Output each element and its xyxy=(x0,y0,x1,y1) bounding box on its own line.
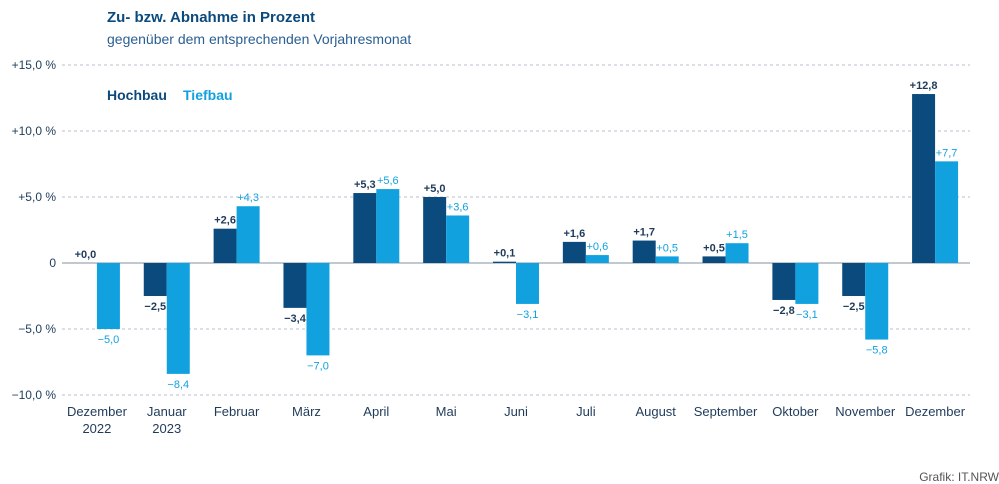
data-label-hochbau: +0,0 xyxy=(75,249,97,261)
x-tick-label: Februar xyxy=(214,404,260,419)
bar-hochbau xyxy=(562,241,586,263)
y-tick-label: +10,0 % xyxy=(12,124,57,138)
bar-hochbau xyxy=(702,256,726,263)
bar-tiefbau xyxy=(725,243,749,263)
data-label-hochbau: −2,5 xyxy=(144,301,166,313)
data-label-hochbau: +2,6 xyxy=(214,215,236,227)
data-label-tiefbau: −5,0 xyxy=(98,334,120,346)
bar-hochbau xyxy=(772,263,796,300)
x-tick-label: 2022 xyxy=(82,421,111,436)
data-label-tiefbau: −3,1 xyxy=(796,309,818,321)
data-label-tiefbau: +3,6 xyxy=(447,201,469,213)
data-label-tiefbau: +0,6 xyxy=(586,241,608,253)
bar-hochbau xyxy=(213,228,237,263)
data-label-hochbau: +5,0 xyxy=(424,183,446,195)
bar-tiefbau xyxy=(516,263,539,304)
data-label-tiefbau: −7,0 xyxy=(307,360,329,372)
bar-tiefbau xyxy=(795,263,819,304)
x-tick-label: Januar xyxy=(147,404,187,419)
data-label-tiefbau: +7,7 xyxy=(936,147,958,159)
bar-hochbau xyxy=(283,263,307,308)
x-tick-label: Juni xyxy=(504,404,528,419)
y-tick-label: −5,0 % xyxy=(18,322,56,336)
data-label-hochbau: +0,5 xyxy=(703,242,725,254)
data-label-tiefbau: +0,5 xyxy=(656,242,678,254)
data-label-hochbau: +0,1 xyxy=(494,248,516,260)
x-tick-label: April xyxy=(363,404,389,419)
bar-hochbau xyxy=(143,263,167,296)
bar-tiefbau xyxy=(655,256,679,263)
bar-tiefbau xyxy=(306,263,330,356)
bar-tiefbau xyxy=(865,263,889,340)
data-label-tiefbau: −8,4 xyxy=(167,379,189,391)
bar-hochbau xyxy=(632,240,656,263)
data-label-tiefbau: −5,8 xyxy=(866,345,888,357)
data-label-tiefbau: +1,5 xyxy=(726,229,748,241)
source-credit: Grafik: IT.NRW xyxy=(919,470,999,484)
x-tick-label: Juli xyxy=(576,404,596,419)
bar-hochbau xyxy=(423,197,447,263)
x-tick-label: Mai xyxy=(436,404,457,419)
x-tick-label: März xyxy=(292,404,321,419)
data-label-tiefbau: +5,6 xyxy=(377,175,399,187)
data-label-hochbau: +1,7 xyxy=(633,227,655,239)
bar-tiefbau xyxy=(96,263,120,329)
bar-tiefbau xyxy=(376,189,400,263)
data-label-hochbau: −3,4 xyxy=(284,313,307,325)
bar-hochbau xyxy=(912,94,936,263)
data-label-tiefbau: +4,3 xyxy=(237,192,259,204)
chart-title: Zu- bzw. Abnahme in Prozent xyxy=(107,9,316,26)
y-tick-label: +15,0 % xyxy=(12,58,57,72)
y-tick-label: +5,0 % xyxy=(18,190,56,204)
bar-tiefbau xyxy=(166,263,190,374)
bar-hochbau xyxy=(493,261,516,263)
bar-tiefbau xyxy=(935,161,959,263)
bar-tiefbau xyxy=(585,255,609,263)
chart-subtitle: gegenüber dem entsprechenden Vorjahresmo… xyxy=(107,31,412,47)
data-label-hochbau: +5,3 xyxy=(354,179,376,191)
x-tick-label: September xyxy=(694,404,758,419)
bar-tiefbau xyxy=(446,215,470,263)
data-label-hochbau: −2,5 xyxy=(843,301,865,313)
y-tick-label: 0 xyxy=(49,256,56,270)
data-label-hochbau: +12,8 xyxy=(910,80,938,92)
bar-tiefbau xyxy=(236,206,260,263)
x-tick-label: August xyxy=(635,404,676,419)
y-tick-label: −10,0 % xyxy=(12,388,57,402)
data-label-tiefbau: −3,1 xyxy=(517,309,539,321)
x-tick-label: Dezember xyxy=(905,404,966,419)
x-tick-label: November xyxy=(835,404,896,419)
data-label-hochbau: +1,6 xyxy=(563,228,585,240)
legend-item: Hochbau xyxy=(107,87,167,103)
bar-hochbau xyxy=(353,193,377,263)
x-tick-label: 2023 xyxy=(152,421,181,436)
x-tick-label: Oktober xyxy=(772,404,819,419)
bar-hochbau xyxy=(842,263,866,296)
x-tick-label: Dezember xyxy=(67,404,128,419)
legend-item: Tiefbau xyxy=(183,87,233,103)
data-label-hochbau: −2,8 xyxy=(773,305,795,317)
